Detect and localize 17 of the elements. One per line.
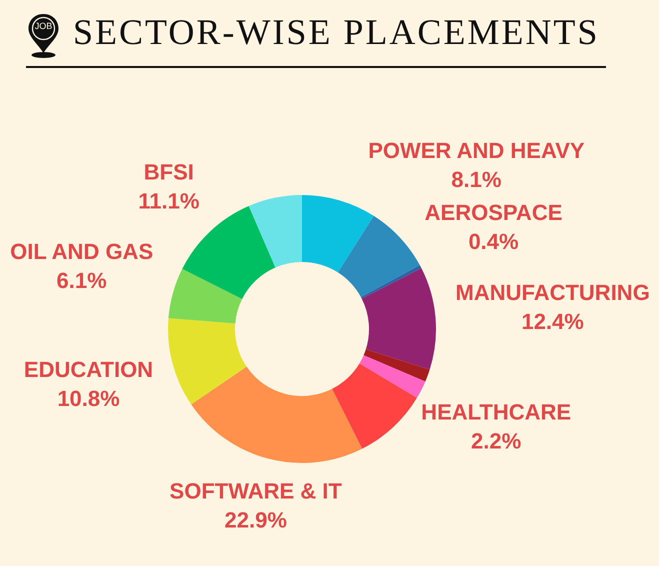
slice-label: BFSI [144,160,194,185]
data-label: 10.8% [57,386,120,411]
data-label: 11.1% [138,188,200,214]
data-label: 6.1% [56,268,107,293]
slice-label: MANUFACTURING [455,280,650,306]
slice-label: POWER AND HEAVY [368,138,585,163]
slice-label: SOFTWARE & IT [170,478,342,504]
data-label: 0.4% [468,228,519,254]
data-label: 22.9% [224,508,287,533]
data-label: 8.1% [451,166,502,192]
slice-label: HEALTHCARE [421,399,572,424]
slice-label: AEROSPACE [424,200,562,225]
slice-label: EDUCATION [24,356,154,382]
data-label: 2.2% [471,428,522,454]
slice-label: OIL AND GAS [10,238,154,264]
data-label: 12.4% [521,309,584,334]
chart-title: SECTOR-WISE PLACEMENTS [73,12,600,52]
